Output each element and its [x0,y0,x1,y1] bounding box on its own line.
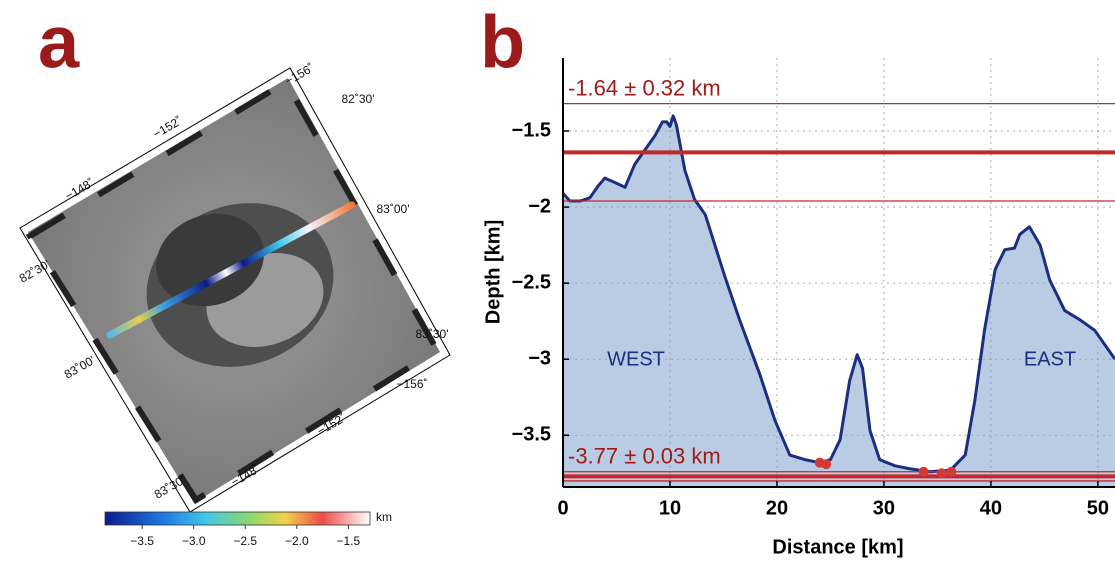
map-label: 82˚30' [342,92,375,106]
y-tick-label: −3 [528,347,551,369]
map-label: 82˚30' [17,257,53,286]
x-tick-label: 10 [659,497,681,519]
y-tick-label: −3.5 [512,424,551,446]
x-tick-label: 50 [1087,497,1109,519]
point [936,468,947,479]
annotation: EAST [1024,348,1076,370]
reference-label: -3.77 ± 0.03 km [568,444,721,469]
y-axis-title: Depth [km] [482,220,504,324]
point [918,466,929,477]
panel-label: b [480,1,525,84]
colorbar [104,511,371,526]
point [946,466,957,477]
reference-label: -1.64 ± 0.32 km [568,75,721,100]
colorbar-tick-label: −3.5 [130,534,154,548]
colorbar-unit: km [376,510,392,524]
map-label: −156˚ [283,60,317,88]
x-tick-label: 0 [557,497,568,519]
colorbar-tick-label: −1.5 [336,534,360,548]
area-fill [563,115,1115,488]
point [821,459,832,470]
annotation: WEST [607,348,665,370]
map-label: 83˚00' [377,202,410,216]
map-label: −156˚ [396,377,427,391]
colorbar-tick-label: −2.5 [233,534,257,548]
x-tick-label: 30 [873,497,895,519]
map-label: 83˚30' [416,327,449,341]
x-tick-label: 40 [980,497,1002,519]
panel-label: a [38,1,80,84]
map-label: 83˚00' [62,353,98,382]
colorbar-tick-label: −3.0 [182,534,206,548]
x-axis-title: Distance [km] [772,536,903,558]
colorbar-tick-label: −2.0 [285,534,309,548]
x-tick-label: 20 [766,497,788,519]
y-tick-label: −2 [528,195,551,217]
y-tick-label: −2.5 [512,271,551,293]
y-tick-label: −1.5 [512,119,551,141]
map [19,67,451,513]
